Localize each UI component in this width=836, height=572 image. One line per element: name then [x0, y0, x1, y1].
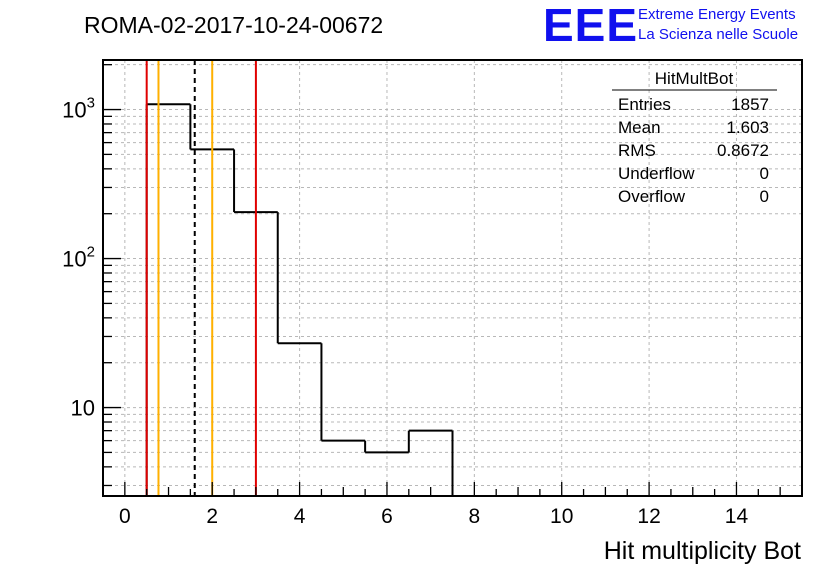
y-tick-label: 103: [62, 95, 95, 123]
stats-label: Underflow: [618, 164, 695, 183]
stats-box: HitMultBot Entries 1857 Mean 1.603 RMS 0.8672…: [612, 69, 777, 206]
x-axis-label: Hit multiplicity Bot: [604, 537, 801, 565]
y-tick-label: 102: [62, 244, 95, 272]
eee-logo: EEE Extreme Energy Events La Scienza nel…: [543, 0, 798, 51]
stats-label: Overflow: [618, 187, 686, 206]
logo-mark: EEE: [543, 0, 638, 51]
stats-label: Entries: [618, 95, 671, 114]
x-tick-label: 8: [469, 505, 481, 528]
stats-label: Mean: [618, 118, 661, 137]
stats-value: 0: [760, 187, 769, 206]
stats-value: 1.603: [726, 118, 769, 137]
stats-value: 1857: [731, 95, 769, 114]
x-tick-label: 12: [637, 505, 660, 528]
stats-title: HitMultBot: [655, 69, 734, 88]
grid-lines: [103, 60, 802, 496]
y-tick-base: 10: [62, 98, 86, 123]
x-tick-label: 2: [206, 505, 218, 528]
y-tick-base: 10: [62, 247, 86, 272]
x-tick-label: 10: [550, 505, 573, 528]
chart-title: ROMA-02-2017-10-24-00672: [84, 12, 383, 38]
y-tick-exponent: 2: [87, 244, 95, 261]
stats-value: 0.8672: [717, 141, 769, 160]
stats-value: 0: [760, 164, 769, 183]
stats-label: RMS: [618, 141, 656, 160]
x-tick-label: 14: [725, 505, 749, 528]
marker-lines: [145, 60, 257, 496]
x-tick-label: 0: [119, 505, 131, 528]
stats-rows: Entries 1857 Mean 1.603 RMS 0.8672 Underflow 0 O…: [618, 95, 769, 206]
x-tick-label: 6: [381, 505, 393, 528]
y-tick-exponent: 3: [87, 95, 95, 112]
y-tick-base: 10: [71, 396, 95, 421]
logo-line-1: Extreme Energy Events: [638, 6, 796, 23]
logo-line-2: La Scienza nelle Scuole: [638, 26, 798, 43]
y-tick-label: 10: [71, 396, 95, 421]
x-tick-label: 4: [294, 505, 306, 528]
